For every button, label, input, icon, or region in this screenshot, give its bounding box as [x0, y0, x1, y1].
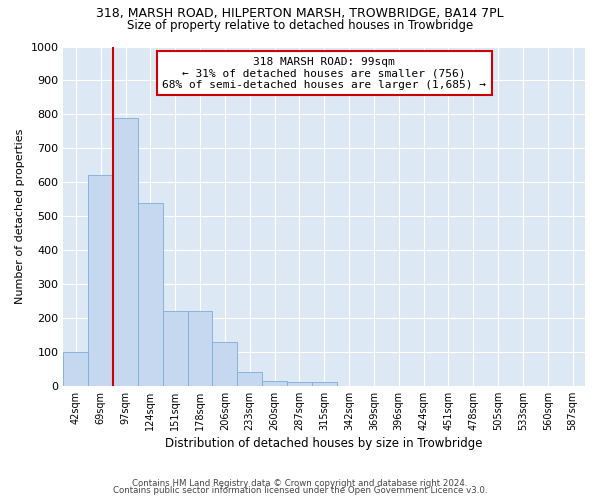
Bar: [64, 352, 88, 386]
Text: 318, MARSH ROAD, HILPERTON MARSH, TROWBRIDGE, BA14 7PL: 318, MARSH ROAD, HILPERTON MARSH, TROWBR…: [96, 8, 504, 20]
Bar: [113, 118, 138, 386]
Text: Contains HM Land Registry data © Crown copyright and database right 2024.: Contains HM Land Registry data © Crown c…: [132, 478, 468, 488]
Bar: [88, 176, 113, 386]
Bar: [188, 311, 212, 386]
Text: 318 MARSH ROAD: 99sqm
← 31% of detached houses are smaller (756)
68% of semi-det: 318 MARSH ROAD: 99sqm ← 31% of detached …: [162, 56, 486, 90]
Bar: [237, 372, 262, 386]
Y-axis label: Number of detached properties: Number of detached properties: [15, 128, 25, 304]
Text: Contains public sector information licensed under the Open Government Licence v3: Contains public sector information licen…: [113, 486, 487, 495]
Bar: [212, 342, 237, 386]
Bar: [262, 380, 287, 386]
Bar: [163, 311, 188, 386]
Bar: [138, 202, 163, 386]
Text: Size of property relative to detached houses in Trowbridge: Size of property relative to detached ho…: [127, 18, 473, 32]
Bar: [287, 382, 312, 386]
Bar: [312, 382, 337, 386]
X-axis label: Distribution of detached houses by size in Trowbridge: Distribution of detached houses by size …: [166, 437, 483, 450]
